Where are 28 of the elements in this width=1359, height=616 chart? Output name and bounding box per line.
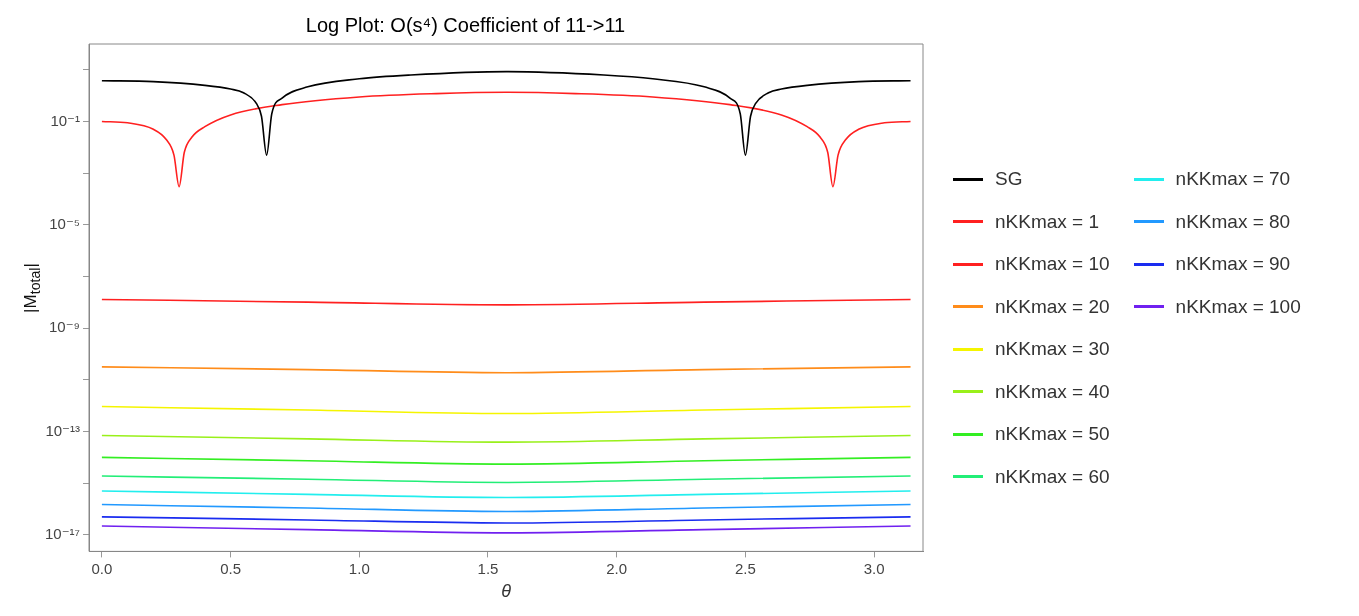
y-tick-label: 10⁻¹⁷ bbox=[44, 525, 81, 543]
x-tick-label: 0.0 bbox=[91, 559, 113, 577]
legend-label: nKKmax = 40 bbox=[995, 380, 1110, 403]
x-tick-label: 1.0 bbox=[348, 559, 370, 577]
legend-label: nKKmax = 1 bbox=[995, 210, 1100, 233]
x-axis-title: θ bbox=[501, 581, 512, 602]
x-tick-label: 2.5 bbox=[734, 559, 756, 577]
x-tick-label: 2.0 bbox=[606, 559, 628, 577]
chart-title: Log Plot: O(s⁴) Coefficient of 11->11 bbox=[305, 13, 626, 36]
legend-label: SG bbox=[995, 168, 1023, 191]
y-tick-label: 10⁻⁵ bbox=[49, 215, 81, 232]
legend-label: nKKmax = 10 bbox=[995, 253, 1110, 276]
x-tick-label: 3.0 bbox=[863, 559, 885, 577]
legend-label: nKKmax = 50 bbox=[995, 423, 1110, 446]
legend-label: nKKmax = 90 bbox=[1175, 253, 1291, 276]
legend-label: nKKmax = 80 bbox=[1175, 210, 1291, 233]
y-tick-label: 10⁻¹³ bbox=[45, 421, 81, 439]
legend-label: nKKmax = 60 bbox=[995, 465, 1110, 488]
legend-label: nKKmax = 20 bbox=[995, 295, 1110, 318]
legend-label: nKKmax = 70 bbox=[1175, 168, 1291, 191]
line-series bbox=[101, 91, 912, 188]
x-tick-label: 0.5 bbox=[220, 559, 242, 577]
y-tick-label: 10⁻⁹ bbox=[48, 318, 81, 336]
x-tick-label: 1.5 bbox=[477, 559, 499, 577]
legend-label: nKKmax = 30 bbox=[995, 338, 1110, 361]
line-series bbox=[101, 70, 912, 156]
legend-label: nKKmax = 100 bbox=[1175, 295, 1301, 318]
y-tick-label: 10⁻¹ bbox=[50, 111, 81, 129]
